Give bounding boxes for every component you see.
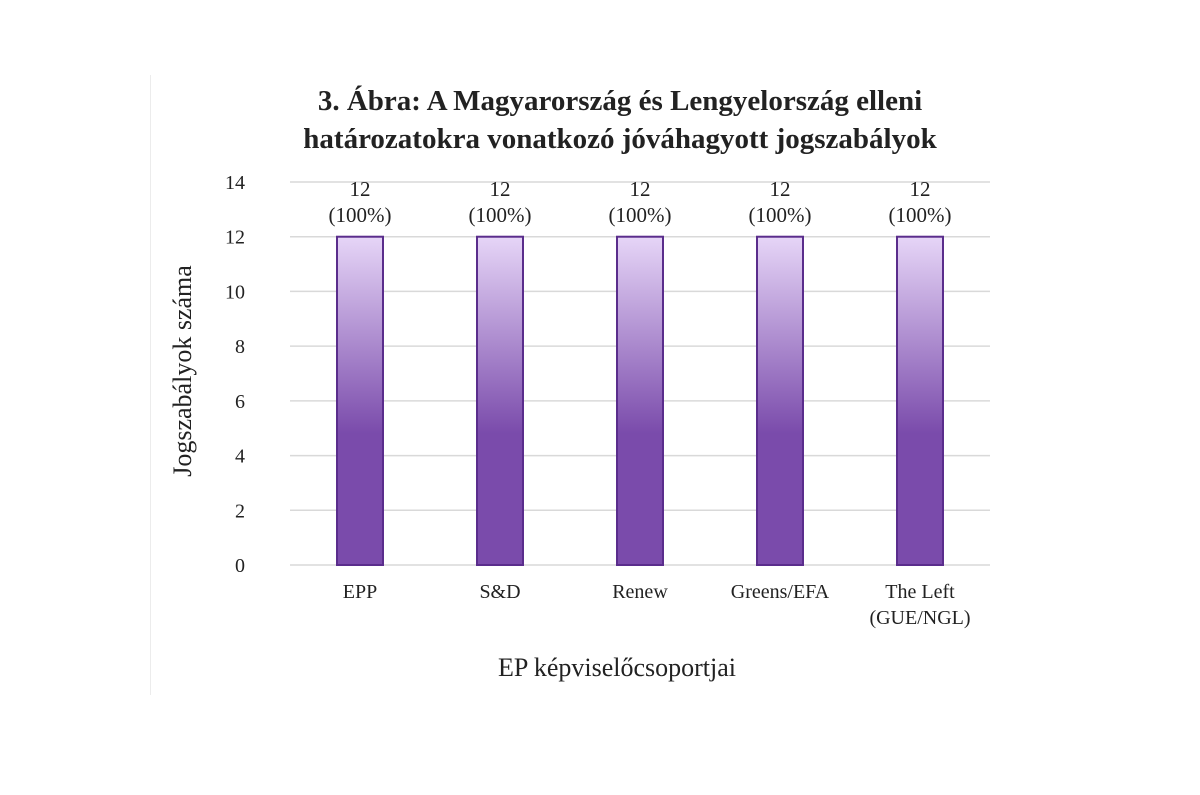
- chart-title-line-1: 3. Ábra: A Magyarország és Lengyelország…: [317, 85, 923, 117]
- chart-title-line-2: határozatokra vonatkozó jóváhagyott jogs…: [303, 123, 937, 155]
- bar: [756, 235, 804, 566]
- data-label: (100%): [609, 203, 672, 227]
- data-label: (100%): [749, 203, 812, 227]
- y-tick-label: 4: [235, 446, 245, 468]
- data-label: 12: [350, 177, 371, 201]
- x-tick-label: Renew: [612, 581, 668, 603]
- x-tick-label: The Left: [885, 581, 955, 603]
- y-tick-label: 2: [235, 500, 245, 522]
- y-tick-label: 0: [235, 555, 245, 577]
- data-label: (100%): [329, 203, 392, 227]
- data-label: (100%): [469, 203, 532, 227]
- y-tick-label: 14: [225, 172, 245, 194]
- data-labels: 12(100%)12(100%)12(100%)12(100%)12(100%): [329, 177, 952, 227]
- data-label: 12: [770, 177, 791, 201]
- x-tick-label: EPP: [343, 581, 377, 603]
- y-tick-label: 12: [225, 227, 245, 249]
- data-label: 12: [910, 177, 931, 201]
- x-tick-label: (GUE/NGL): [869, 607, 970, 629]
- x-tick-label: S&D: [479, 581, 520, 603]
- data-label: (100%): [889, 203, 952, 227]
- x-tick-label: Greens/EFA: [731, 581, 830, 603]
- bar: [336, 235, 384, 566]
- y-tick-label: 10: [225, 281, 245, 303]
- figure-frame-line: [150, 75, 151, 695]
- y-axis-ticks: 0 2 4 6 8 10 12 14: [225, 172, 245, 577]
- bar: [616, 235, 664, 566]
- bar: [896, 235, 944, 566]
- bar: [476, 235, 524, 566]
- x-axis-ticks: EPP S&D Renew Greens/EFA The Left (GUE/NGL): [343, 581, 971, 629]
- y-tick-label: 6: [235, 391, 245, 413]
- y-axis-label: Jogszabályok száma: [168, 265, 197, 477]
- data-label: 12: [630, 177, 651, 201]
- x-axis-label: EP képviselőcsoportjai: [498, 653, 736, 682]
- data-label: 12: [490, 177, 511, 201]
- chart-title: 3. Ábra: A Magyarország és Lengyelország…: [240, 82, 1000, 158]
- bars: [336, 235, 944, 566]
- y-tick-label: 8: [235, 336, 245, 358]
